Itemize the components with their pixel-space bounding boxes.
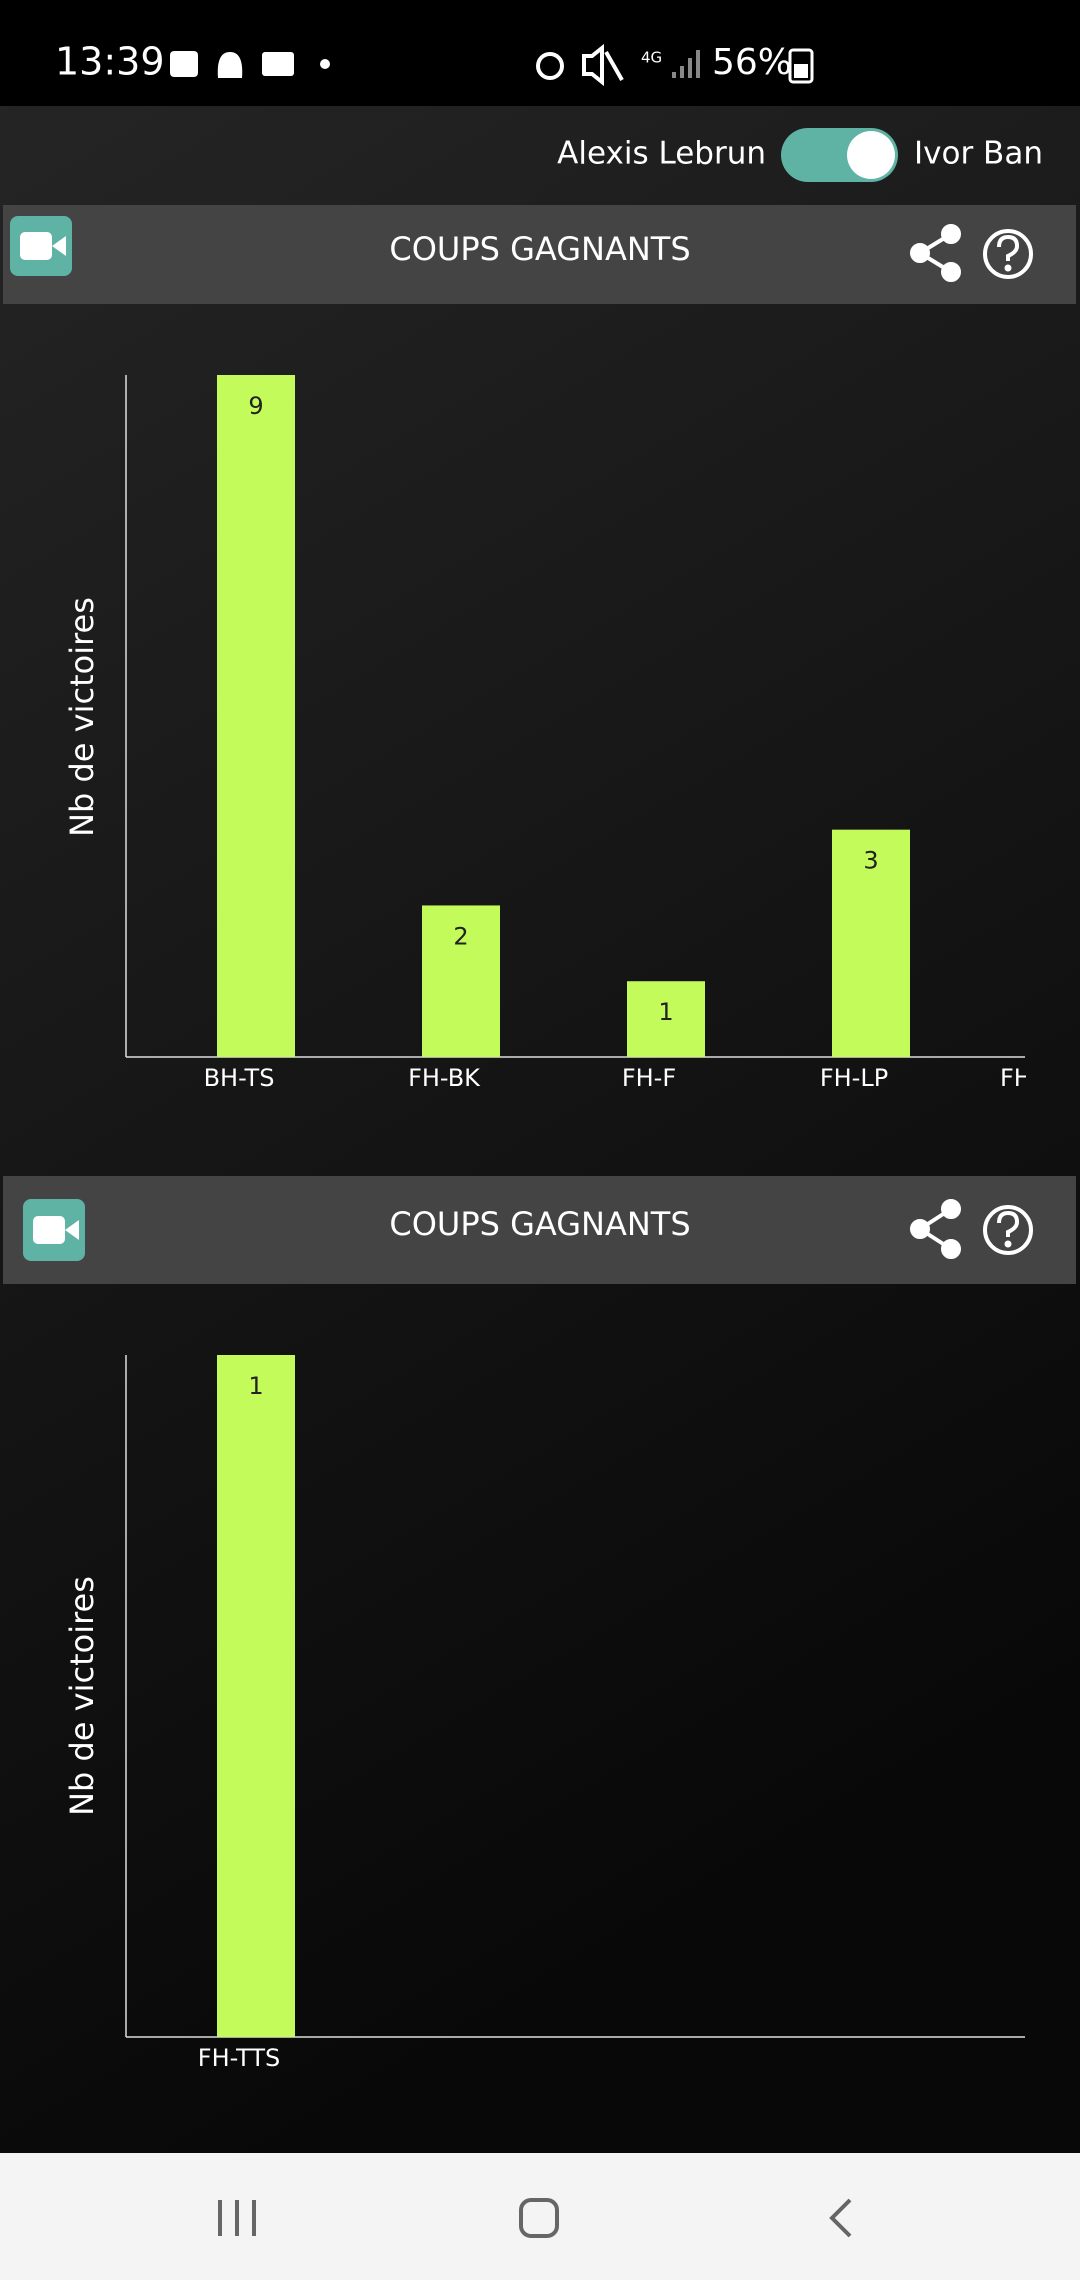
- battery-level: 56%: [712, 42, 792, 83]
- card-header: [3, 205, 1076, 304]
- x-tick-label: FH-LP: [820, 1064, 888, 1092]
- bar: [217, 375, 295, 1057]
- video-button[interactable]: [10, 216, 72, 276]
- value-label: 2: [453, 922, 468, 950]
- card-header: [3, 1176, 1076, 1284]
- value-label: 3: [863, 847, 878, 875]
- value-label: 1: [658, 998, 673, 1026]
- recent-apps-button[interactable]: [218, 2200, 256, 2236]
- video-button[interactable]: [23, 1199, 85, 1261]
- clock: 13:39: [55, 40, 165, 84]
- help-button[interactable]: [983, 1205, 1033, 1255]
- x-tick-label: FH-TTS: [198, 2044, 280, 2072]
- toggle-left-label: Alexis Lebrun: [557, 136, 766, 172]
- y-axis-label: Nb de victoires: [63, 1576, 101, 1816]
- home-button[interactable]: [519, 2198, 559, 2238]
- y-axis-label: Nb de victoires: [63, 597, 101, 837]
- bar: [832, 829, 910, 1057]
- help-button[interactable]: [983, 229, 1033, 279]
- player-toggle[interactable]: [781, 128, 898, 182]
- background: [0, 0, 1080, 2153]
- bar: [422, 905, 500, 1057]
- notification-icons: [170, 51, 330, 78]
- system-icons: [536, 43, 624, 87]
- chart-title: COUPS GAGNANTS: [389, 1205, 690, 1243]
- value-label: 1: [248, 1372, 263, 1400]
- x-tick-label: FH: [1000, 1064, 1032, 1092]
- x-tick-label: FH-BK: [408, 1064, 481, 1092]
- battery-icon: [788, 48, 814, 84]
- network-type: 4G: [641, 49, 662, 67]
- signal-icon: [672, 50, 700, 78]
- x-tick-label: FH-F: [622, 1064, 676, 1092]
- charts: Nb de victoires BH-TS 9 FH-BK 2 FH-F 1 FH-LP 3 FH…: [63, 375, 1032, 2072]
- value-label: 9: [248, 392, 263, 420]
- navigation-bar: [0, 2153, 1080, 2280]
- toggle-right-label: Ivor Ban: [914, 136, 1043, 172]
- share-button[interactable]: [910, 224, 961, 282]
- bar: [217, 1355, 295, 2037]
- bar: [627, 981, 705, 1057]
- back-button[interactable]: [829, 2198, 852, 2238]
- chart-title: COUPS GAGNANTS: [389, 230, 690, 268]
- share-button[interactable]: [910, 1199, 961, 1259]
- x-tick-label: BH-TS: [204, 1064, 275, 1092]
